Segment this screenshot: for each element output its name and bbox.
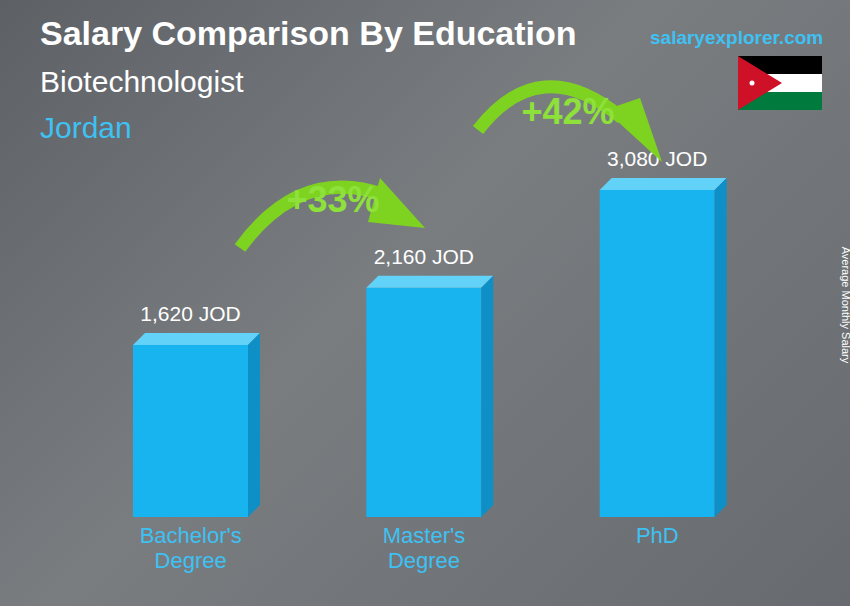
- svg-text:Biotechnologist: Biotechnologist: [40, 65, 244, 98]
- svg-text:Master'sDegree: Master'sDegree: [383, 523, 465, 573]
- svg-text:+42%: +42%: [521, 91, 614, 132]
- svg-text:salaryexplorer.com: salaryexplorer.com: [650, 27, 823, 48]
- svg-text:Salary Comparison By Education: Salary Comparison By Education: [40, 14, 577, 52]
- svg-text:1,620 JOD: 1,620 JOD: [140, 302, 240, 325]
- svg-text:3,080 JOD: 3,080 JOD: [607, 147, 707, 170]
- svg-text:Average Monthly Salary: Average Monthly Salary: [840, 247, 842, 364]
- svg-text:Jordan: Jordan: [40, 111, 132, 144]
- svg-text:Bachelor'sDegree: Bachelor'sDegree: [140, 523, 242, 573]
- svg-text:+33%: +33%: [286, 179, 379, 220]
- svg-text:2,160 JOD: 2,160 JOD: [374, 245, 474, 268]
- svg-text:PhD: PhD: [636, 523, 679, 548]
